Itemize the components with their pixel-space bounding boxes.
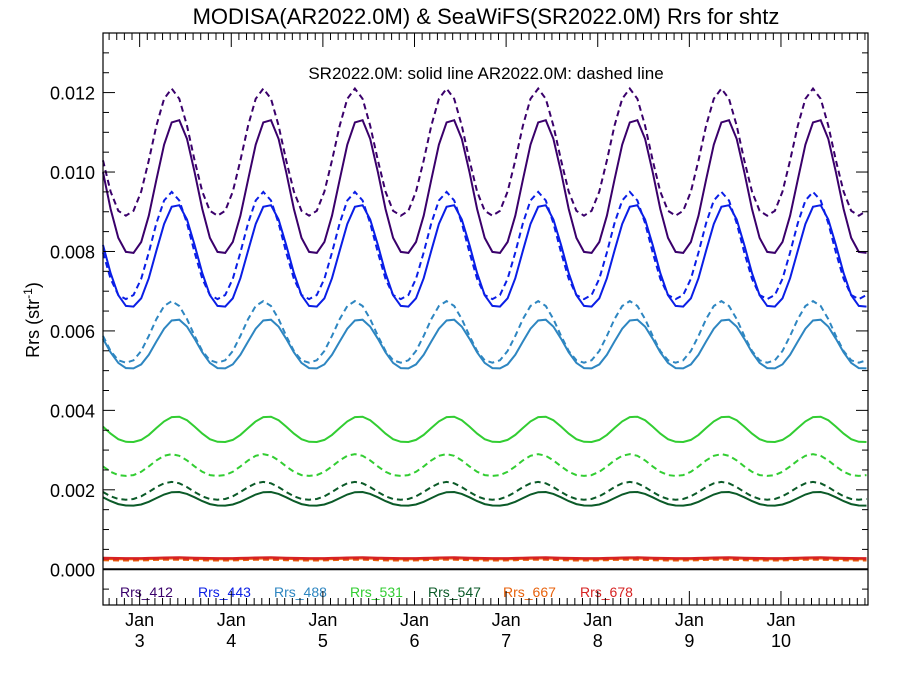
series-rrs-547-solid-line bbox=[102, 490, 867, 507]
y-tick-label: 0.002 bbox=[50, 481, 95, 501]
legend-rrs-443: Rrs_443 bbox=[198, 584, 251, 600]
x-tick-label-month: Jan bbox=[217, 610, 246, 630]
y-axis-label-superscript: -1 bbox=[21, 288, 35, 299]
y-tick-label: 0.010 bbox=[50, 163, 95, 183]
x-tick-label-year: 10 bbox=[771, 631, 791, 651]
series-rrs-678-solid-line bbox=[102, 556, 867, 560]
series-rrs-412-dashed-line bbox=[102, 86, 868, 217]
x-tick-label-month: Jan bbox=[766, 610, 795, 630]
series-rrs-488-solid-line bbox=[102, 318, 867, 370]
x-tick-label-month: Jan bbox=[125, 610, 154, 630]
legend-rrs-488: Rrs_488 bbox=[274, 584, 327, 600]
x-tick-label-month: Jan bbox=[583, 610, 612, 630]
axes: 0.0000.0020.0040.0060.0080.0100.012Jan3J… bbox=[50, 32, 869, 651]
series-rrs-678-dashed-line bbox=[102, 557, 867, 561]
y-axis-label: Rrs (str-1) bbox=[21, 282, 43, 358]
series-rrs-531-solid-line bbox=[102, 415, 867, 444]
series-rrs-443-dashed-line bbox=[102, 190, 867, 301]
x-tick-label-month: Jan bbox=[492, 610, 521, 630]
plot-lines bbox=[102, 86, 868, 562]
series-rrs-667-dashed-line bbox=[102, 558, 867, 562]
y-tick-label: 0.006 bbox=[50, 322, 95, 342]
line-style-note: SR2022.0M: solid line AR2022.0M: dashed … bbox=[308, 64, 663, 83]
x-tick-label-year: 3 bbox=[135, 631, 145, 651]
y-axis-label-main: Rrs (str bbox=[23, 299, 43, 358]
y-tick-label: 0.008 bbox=[50, 242, 95, 262]
legend-rrs-678: Rrs_678 bbox=[580, 584, 633, 600]
y-tick-label: 0.004 bbox=[50, 401, 95, 421]
plot-frame bbox=[102, 32, 869, 606]
legend: Rrs_412 Rrs_443 Rrs_488 Rrs_531 Rrs_547 Rrs_6… bbox=[120, 584, 633, 600]
series-rrs-443-solid-line bbox=[102, 204, 867, 308]
legend-rrs-531: Rrs_531 bbox=[350, 584, 403, 600]
x-tick-label-year: 9 bbox=[684, 631, 694, 651]
x-tick-label-year: 8 bbox=[593, 631, 603, 651]
chart-title: MODISA(AR2022.0M) & SeaWiFS(SR2022.0M) R… bbox=[193, 4, 780, 29]
x-tick-label-year: 4 bbox=[226, 631, 236, 651]
y-axis-label-close: ) bbox=[23, 282, 43, 288]
x-tick-label-year: 5 bbox=[318, 631, 328, 651]
legend-rrs-547: Rrs_547 bbox=[428, 584, 481, 600]
x-tick-label-month: Jan bbox=[400, 610, 429, 630]
legend-rrs-412: Rrs_412 bbox=[120, 584, 173, 600]
series-rrs-488-dashed-line bbox=[102, 299, 867, 364]
x-tick-label-month: Jan bbox=[308, 610, 337, 630]
series-rrs-531-dashed-line bbox=[102, 453, 867, 477]
y-tick-label: 0.012 bbox=[50, 84, 95, 104]
x-tick-label-year: 6 bbox=[409, 631, 419, 651]
legend-rrs-667: Rrs_667 bbox=[503, 584, 556, 600]
series-rrs-412-solid-line bbox=[102, 118, 867, 254]
x-tick-label-month: Jan bbox=[675, 610, 704, 630]
y-tick-label: 0.000 bbox=[50, 560, 95, 580]
x-tick-label-year: 7 bbox=[501, 631, 511, 651]
series-rrs-547-dashed-line bbox=[102, 480, 867, 501]
